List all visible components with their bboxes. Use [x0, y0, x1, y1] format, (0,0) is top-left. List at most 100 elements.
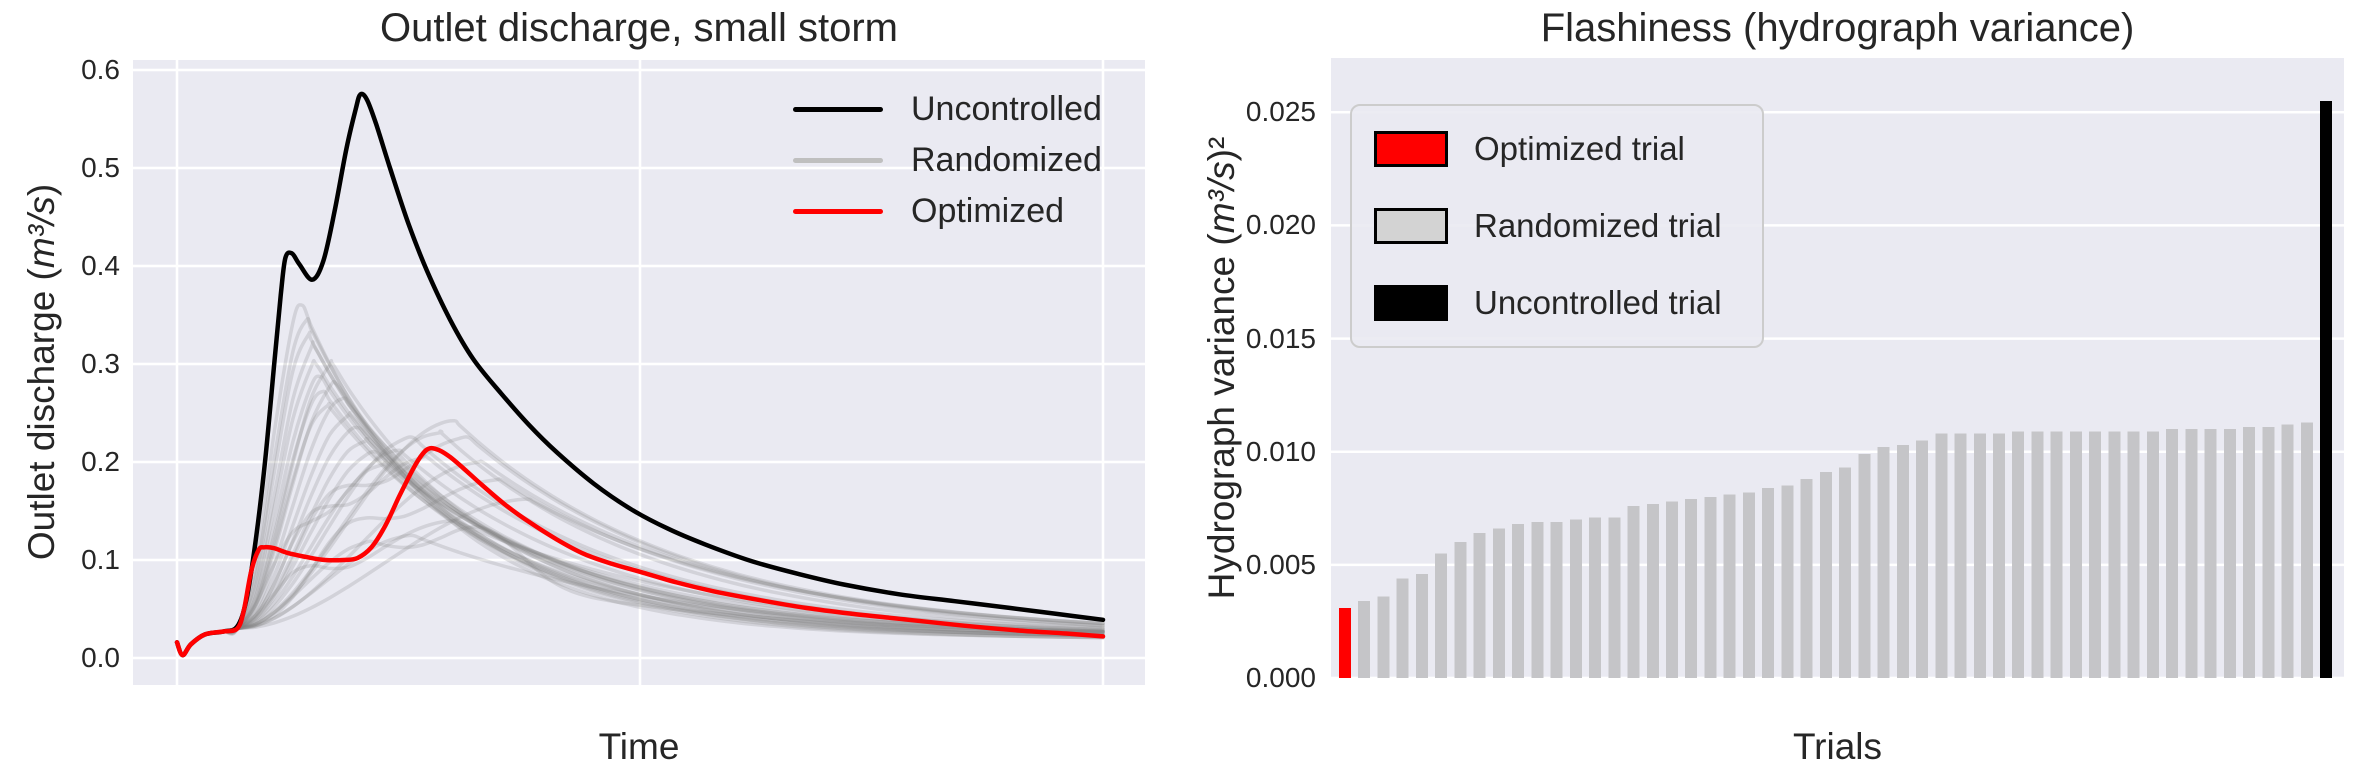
randomized-trial-bar	[1627, 506, 1640, 678]
randomized-trial-bar	[1646, 503, 1659, 678]
legend-label: Optimized	[911, 192, 1065, 230]
optimized-curve	[174, 445, 1106, 658]
randomized-trial-bar	[1896, 444, 1909, 678]
randomized-trial-curve	[175, 340, 1105, 657]
randomized-trial-curve	[175, 396, 1105, 657]
randomized-trial-bar	[1839, 467, 1852, 678]
legend-label: Uncontrolled	[911, 90, 1102, 128]
optimized-bar-swatch	[1374, 130, 1448, 167]
flashiness-bar-chart	[1331, 101, 2344, 678]
right-x-axis-label: Trials	[1792, 726, 1883, 767]
randomized-trial-bar	[2262, 426, 2275, 678]
y-tick-label: 0.2	[81, 446, 120, 477]
right-y-label-prefix: Hydrograph variance (	[1201, 233, 1242, 600]
randomized-trial-bar	[2243, 426, 2255, 678]
uncontrolled-curve	[174, 91, 1106, 658]
y-tick-label: 0.6	[81, 54, 120, 85]
y-tick-label: 0.010	[1245, 435, 1316, 467]
randomized-trial-bar	[2050, 431, 2063, 678]
randomized-trial-bar	[1954, 433, 1967, 678]
randomized-trial-curve	[175, 374, 1105, 657]
randomized-trial-bar	[2031, 431, 2044, 678]
randomized-trial-bar	[1723, 494, 1736, 678]
y-tick-label: 0.4	[81, 250, 120, 281]
randomized-trial-bar	[1492, 528, 1505, 678]
randomized-trial-bar	[1358, 601, 1371, 678]
legend-item-optimized: Optimized	[793, 186, 1102, 237]
randomized-line-swatch	[793, 158, 883, 163]
randomized-trial-bar	[1435, 553, 1448, 678]
randomized-trial-bar	[2204, 429, 2217, 678]
randomized-trial-bar	[1685, 499, 1698, 678]
randomized-trial-curve	[175, 449, 1105, 657]
randomized-trial-bar	[2300, 422, 2313, 678]
left-axes-area	[133, 60, 1145, 685]
randomized-trial-bar	[2127, 431, 2140, 678]
legend-item-uncontrolled-trial: Uncontrolled trial	[1352, 284, 1762, 322]
randomized-trial-curve	[175, 303, 1105, 657]
left-y-label-prefix: Outlet discharge (	[21, 268, 62, 561]
randomized-trial-curve	[175, 525, 1105, 657]
randomized-trial-bar	[1916, 440, 1928, 678]
randomized-trial-bar	[2223, 429, 2236, 678]
randomized-trial-bar	[2012, 431, 2025, 678]
randomized-trial-bar	[1800, 478, 1813, 678]
randomized-trial-curve	[175, 389, 1105, 657]
randomized-trial-curve	[175, 401, 1105, 657]
randomized-trial-bar	[1666, 501, 1678, 678]
right-plot-title: Flashiness (hydrograph variance)	[1540, 6, 2135, 50]
optimized-line-swatch	[793, 209, 883, 214]
randomized-trial-curve	[175, 435, 1105, 657]
randomized-trial-bar	[1569, 519, 1582, 678]
randomized-trial-bar	[2108, 431, 2121, 678]
uncontrolled-trial-bar	[2320, 101, 2332, 678]
randomized-trial-bar	[2089, 431, 2102, 678]
randomized-trial-bar	[2146, 431, 2159, 678]
y-tick-label: 0.015	[1245, 322, 1316, 354]
randomized-trial-bar	[1415, 573, 1428, 678]
randomized-trial-bar	[1935, 433, 1948, 678]
randomized-trial-curve	[175, 380, 1105, 657]
y-tick-label: 0.020	[1245, 209, 1316, 241]
left-y-label-suffix: )	[21, 183, 62, 197]
discharge-line-chart	[133, 60, 1145, 685]
randomized-trial-bar	[1858, 454, 1871, 678]
randomized-trial-bar	[2166, 429, 2179, 678]
randomized-bar-swatch	[1374, 207, 1448, 244]
randomized-trial-curve	[175, 358, 1105, 657]
y-tick-label: 0.000	[1245, 662, 1316, 693]
randomized-trial-bar	[2069, 431, 2082, 678]
randomized-trial-bar	[1742, 492, 1755, 678]
legend-label: Optimized trial	[1474, 129, 1685, 167]
randomized-trial-bar	[1512, 524, 1525, 678]
left-legend: Uncontrolled Randomized Optimized	[793, 84, 1102, 237]
right-y-label-suffix: )²	[1201, 136, 1242, 162]
legend-item-randomized: Randomized	[793, 135, 1102, 186]
randomized-trial-curve	[175, 436, 1105, 657]
randomized-trial-curve	[175, 411, 1105, 657]
randomized-trial-bar	[1550, 521, 1563, 678]
legend-item-optimized-trial: Optimized trial	[1352, 130, 1762, 168]
randomized-trial-bar	[1819, 472, 1832, 678]
randomized-trial-bar	[1781, 485, 1794, 678]
randomized-trial-curve	[175, 330, 1105, 657]
randomized-trial-bar	[1454, 542, 1467, 678]
randomized-trial-curve	[175, 429, 1105, 657]
legend-item-uncontrolled: Uncontrolled	[793, 84, 1102, 135]
randomized-trial-bar	[1608, 517, 1621, 678]
uncontrolled-bar-swatch	[1374, 285, 1448, 322]
randomized-trial-bar	[1531, 521, 1544, 678]
randomized-trial-bar	[1762, 487, 1775, 678]
randomized-trial-curve	[175, 497, 1105, 657]
y-tick-label: 0.005	[1245, 548, 1316, 580]
left-x-axis-label: Time	[598, 726, 680, 767]
randomized-trial-curve	[175, 477, 1105, 657]
legend-label: Randomized	[911, 141, 1102, 179]
randomized-trial-bar	[1377, 596, 1390, 678]
randomized-trial-bar	[1704, 497, 1717, 678]
y-tick-label: 0.5	[81, 152, 120, 183]
randomized-trial-curve	[175, 418, 1105, 657]
randomized-trial-bar	[2281, 424, 2294, 678]
randomized-trial-curve	[175, 459, 1105, 657]
